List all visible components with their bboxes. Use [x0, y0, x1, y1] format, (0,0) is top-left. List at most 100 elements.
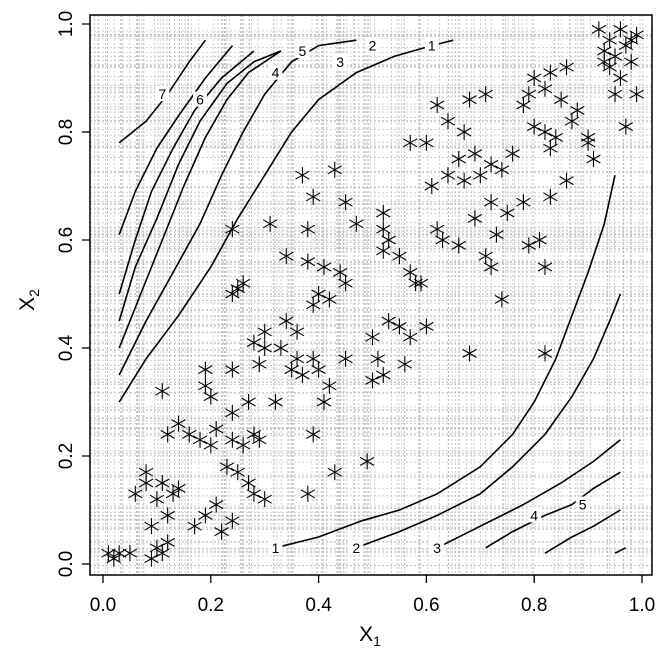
data-point-stroke — [543, 68, 558, 78]
data-point-stroke — [429, 100, 445, 110]
data-point-stroke — [198, 510, 213, 520]
data-point-stroke — [225, 408, 240, 418]
data-point-stroke — [155, 478, 170, 488]
data-point — [219, 458, 235, 475]
data-point — [494, 161, 510, 178]
data-point-stroke — [155, 386, 170, 396]
data-point — [349, 215, 364, 232]
data-point — [187, 518, 202, 535]
contour-line-5 — [118, 50, 255, 295]
data-point-stroke — [300, 489, 316, 499]
data-point-stroke — [138, 467, 154, 477]
data-point-stroke — [494, 165, 510, 175]
data-point-stroke — [419, 138, 434, 148]
data-point-stroke — [225, 516, 240, 526]
data-point-stroke — [203, 392, 219, 402]
data-point — [322, 291, 337, 308]
data-point — [570, 102, 585, 119]
data-point-stroke — [349, 219, 364, 229]
contour-label: 7 — [158, 86, 166, 102]
data-point-stroke — [235, 440, 251, 450]
y-tick-label: 0.6 — [56, 227, 77, 253]
data-point — [505, 145, 520, 162]
data-point — [327, 464, 342, 481]
data-point — [230, 464, 245, 481]
data-point — [295, 367, 310, 383]
data-point — [160, 534, 175, 551]
data-point — [440, 113, 456, 130]
data-point-stroke — [295, 170, 310, 180]
data-point-stroke — [338, 278, 353, 288]
data-point — [403, 264, 418, 281]
data-point — [111, 545, 127, 562]
contour-label: 1 — [428, 38, 436, 54]
x-axis-title-sub: 1 — [373, 633, 381, 649]
data-point — [429, 221, 445, 238]
data-point-stroke — [521, 240, 537, 250]
data-point — [580, 129, 596, 146]
data-point — [306, 350, 321, 367]
data-point — [246, 426, 262, 443]
data-point-stroke — [138, 478, 154, 488]
data-point-stroke — [322, 381, 337, 391]
data-point — [327, 161, 342, 178]
data-point — [122, 545, 138, 562]
data-point — [225, 404, 240, 421]
data-point-stroke — [478, 251, 493, 261]
data-point — [300, 485, 316, 502]
data-point-stroke — [122, 548, 138, 558]
data-point — [548, 129, 563, 146]
data-point-stroke — [155, 548, 170, 558]
data-point — [208, 421, 224, 437]
contour-line-1 — [118, 39, 454, 403]
data-point — [284, 361, 299, 378]
axes: 0.0 0.2 0.4 0.6 0.8 1.0 0.0 0.2 0.4 0.6 0.8 1.0 — [56, 11, 655, 616]
data-point-stroke — [408, 278, 423, 288]
data-point — [316, 394, 332, 410]
data-point — [235, 437, 251, 454]
data-point-stroke — [187, 521, 202, 531]
contour-label: 4 — [530, 507, 538, 523]
data-point — [435, 232, 450, 248]
data-point — [559, 59, 574, 76]
data-point — [252, 356, 267, 373]
contour-line-5 — [544, 509, 621, 554]
data-point-stroke — [526, 122, 542, 132]
data-point — [203, 437, 219, 454]
data-point — [257, 491, 272, 508]
data-point — [198, 361, 213, 378]
contour-label: 3 — [336, 54, 344, 70]
contour-label-bg — [349, 539, 364, 555]
data-point — [171, 415, 186, 432]
data-point-stroke — [537, 262, 553, 272]
data-point-stroke — [327, 165, 342, 175]
y-tick-label: 1.0 — [56, 11, 77, 37]
data-point — [419, 318, 434, 335]
data-point — [483, 259, 499, 275]
data-point-stroke — [171, 419, 186, 429]
data-point-stroke — [327, 467, 342, 477]
data-point-stroke — [376, 246, 391, 256]
data-point — [456, 124, 472, 140]
data-point-stroke — [424, 181, 439, 191]
data-point-stroke — [413, 278, 429, 288]
data-point — [192, 431, 208, 448]
data-point-stroke — [591, 24, 607, 34]
data-point-stroke — [483, 262, 499, 272]
data-point — [532, 232, 547, 248]
data-point-stroke — [182, 429, 197, 439]
data-point — [559, 172, 574, 189]
data-point-stroke — [198, 365, 213, 375]
data-point-stroke — [521, 89, 537, 99]
contour-line-4 — [485, 471, 621, 549]
data-point-stroke — [440, 116, 456, 126]
data-point — [257, 340, 272, 356]
data-point — [225, 512, 240, 529]
data-point-stroke — [160, 429, 175, 439]
data-point — [537, 80, 553, 97]
y-axis-title-sub: 2 — [26, 289, 42, 297]
contour-line-3 — [436, 439, 621, 549]
data-point-stroke — [613, 24, 628, 34]
data-point — [413, 275, 429, 292]
data-point — [300, 221, 316, 238]
